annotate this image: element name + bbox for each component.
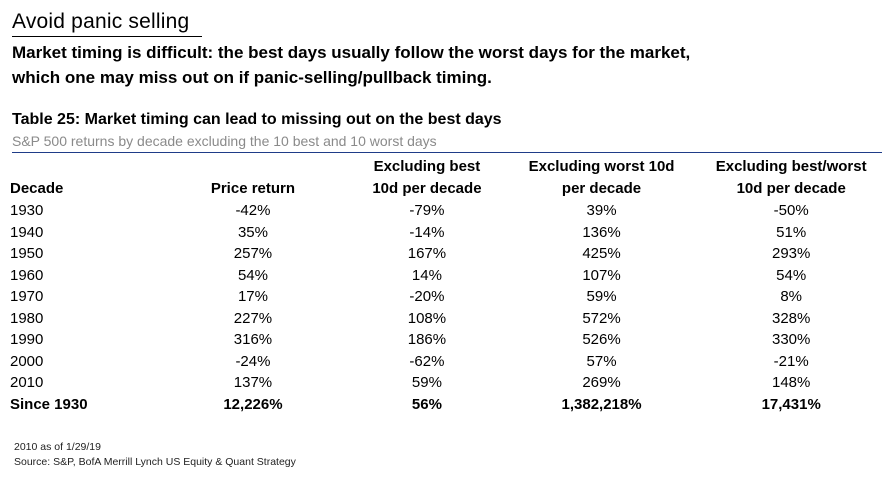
table-row: 1990 316% 186% 526% 330%: [6, 329, 886, 351]
table-row: 2000 -24% -62% 57% -21%: [6, 351, 886, 373]
cell-excl-best: 56%: [411, 395, 442, 413]
cell-excl-worst: 59%: [586, 288, 617, 306]
cell-excl-best: 167%: [407, 245, 447, 263]
cell-decade: 1960: [10, 266, 44, 284]
cell-excl-best: 59%: [411, 374, 442, 392]
returns-table: Decade Price return Excluding best 10d p…: [6, 156, 886, 415]
table-row: 1930 -42% -79% 39% -50%: [6, 200, 886, 222]
cell-price-return: -42%: [235, 202, 271, 220]
cell-price-return: -24%: [235, 352, 271, 370]
cell-excl-best-worst: 8%: [780, 288, 803, 306]
table-title: Table 25: Market timing can lead to miss…: [12, 111, 502, 128]
column-header-decade: Decade: [10, 180, 64, 197]
cell-excl-best-worst: 148%: [771, 374, 811, 392]
cell-excl-best: -62%: [409, 352, 445, 370]
cell-excl-best: 186%: [407, 331, 447, 349]
cell-excl-worst: 136%: [582, 223, 621, 241]
column-header-excl-best-worst: Excluding best/worst 10d per decade: [696, 156, 886, 200]
footnote: 2010 as of 1/29/19: [14, 441, 101, 453]
table-subtitle: S&P 500 returns by decade excluding the …: [12, 133, 437, 149]
cell-excl-best-worst: 17,431%: [761, 395, 821, 413]
column-header-excl-best-text: Excluding best 10d per decade: [372, 158, 482, 197]
table-row: 1970 17% -20% 59% 8%: [6, 286, 886, 308]
cell-price-return: 316%: [233, 331, 273, 349]
table-row: 2010 137% 59% 269% 148%: [6, 372, 886, 394]
page-title: Avoid panic selling: [12, 10, 190, 33]
cell-decade: 2000: [10, 352, 44, 370]
cell-price-return: 227%: [233, 309, 273, 327]
table-row: 1950 257% 167% 425% 293%: [6, 243, 886, 265]
cell-excl-worst: 57%: [586, 352, 617, 370]
cell-excl-worst: 269%: [582, 374, 621, 392]
table-divider: [12, 152, 882, 153]
cell-price-return: 17%: [237, 288, 268, 306]
cell-excl-best-worst: 328%: [771, 309, 811, 327]
cell-price-return: 12,226%: [223, 395, 283, 413]
cell-decade: Since 1930: [10, 395, 88, 413]
column-header-excl-best-worst-text: Excluding best/worst 10d per decade: [715, 158, 867, 197]
cell-decade: 1940: [10, 223, 44, 241]
source-note: Source: S&P, BofA Merrill Lynch US Equit…: [14, 456, 296, 468]
cell-excl-worst: 107%: [582, 266, 621, 284]
cell-excl-worst: 526%: [582, 331, 621, 349]
cell-decade: 1990: [10, 331, 44, 349]
cell-excl-best-worst: 330%: [771, 331, 811, 349]
table-row: 1940 35% -14% 136% 51%: [6, 222, 886, 244]
cell-excl-best-worst: 293%: [771, 245, 811, 263]
cell-excl-best: 14%: [411, 266, 442, 284]
column-header-excl-worst: Excluding worst 10d per decade: [507, 156, 697, 200]
cell-price-return: 137%: [233, 374, 273, 392]
cell-excl-best: -14%: [409, 223, 445, 241]
table-header-row: Decade Price return Excluding best 10d p…: [6, 156, 886, 200]
cell-price-return: 35%: [237, 223, 268, 241]
cell-excl-best-worst: -21%: [773, 352, 809, 370]
title-underline: [12, 36, 202, 37]
cell-excl-worst: 425%: [582, 245, 621, 263]
column-header-excl-worst-text: Excluding worst 10d per decade: [528, 158, 675, 197]
column-header-excl-best: Excluding best 10d per decade: [347, 156, 507, 200]
cell-decade: 1970: [10, 288, 44, 306]
cell-excl-best-worst: 51%: [776, 223, 807, 241]
cell-decade: 1950: [10, 245, 44, 263]
cell-excl-best: -79%: [409, 202, 445, 220]
table-row: 1960 54% 14% 107% 54%: [6, 265, 886, 287]
cell-decade: 1980: [10, 309, 44, 327]
cell-excl-best: -20%: [409, 288, 445, 306]
cell-excl-worst: 1,382,218%: [561, 395, 642, 413]
cell-decade: 1930: [10, 202, 44, 220]
cell-excl-worst: 572%: [582, 309, 621, 327]
cell-decade: 2010: [10, 374, 44, 392]
cell-excl-best-worst: 54%: [776, 266, 807, 284]
cell-excl-best-worst: -50%: [773, 202, 809, 220]
table-total-row: Since 1930 12,226% 56% 1,382,218% 17,431…: [6, 394, 886, 416]
cell-excl-best: 108%: [407, 309, 447, 327]
page-subtitle: Market timing is difficult: the best day…: [12, 43, 691, 87]
cell-price-return: 257%: [233, 245, 273, 263]
column-header-price-return: Price return: [210, 180, 296, 197]
cell-price-return: 54%: [237, 266, 268, 284]
table-row: 1980 227% 108% 572% 328%: [6, 308, 886, 330]
cell-excl-worst: 39%: [586, 202, 617, 220]
